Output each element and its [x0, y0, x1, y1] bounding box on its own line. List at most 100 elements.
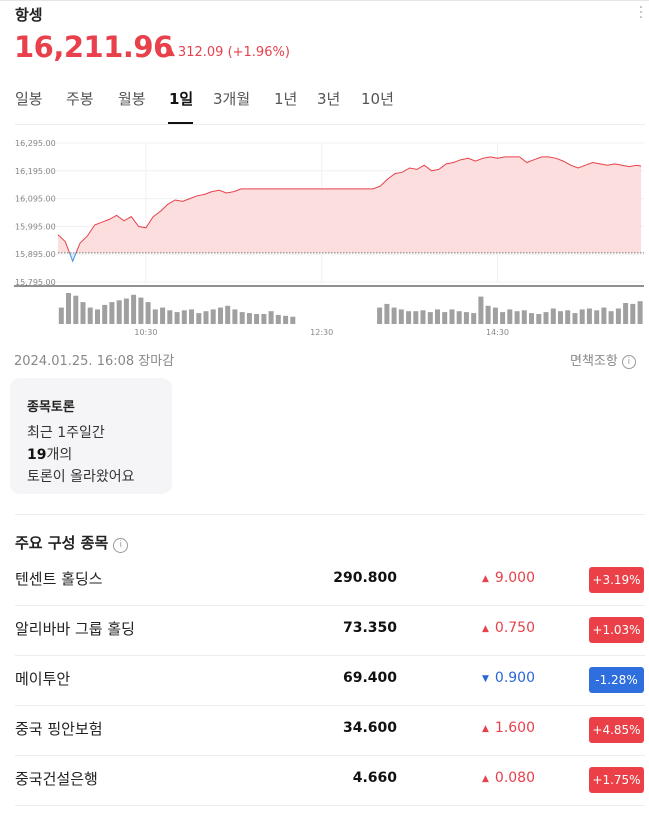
- tab-3years[interactable]: 3년: [317, 90, 341, 108]
- volume-bar: [377, 307, 383, 324]
- tab-3months[interactable]: 3개월: [213, 90, 251, 108]
- volume-bar: [442, 312, 448, 324]
- stock-change-badge: +1.03%: [589, 617, 644, 643]
- y-tick-label: 15,995.00: [15, 222, 56, 231]
- constituent-row[interactable]: 중국건설은행 4.660 ▲ 0.080 +1.75%: [15, 755, 645, 806]
- area-fill-down: [69, 252, 77, 262]
- constituent-row[interactable]: 메이투안 69.400 ▼ 0.900 -1.28%: [15, 655, 645, 706]
- stock-price: 73.350: [342, 620, 397, 636]
- volume-bar: [73, 295, 79, 324]
- disclaimer-label: 면책조항: [570, 354, 618, 369]
- constituents-header: 주요 구성 종목 i: [15, 532, 129, 553]
- volume-bar: [160, 307, 166, 324]
- volume-bar: [391, 307, 397, 324]
- tab-1day[interactable]: 1일: [169, 90, 194, 108]
- volume-bar: [514, 311, 520, 324]
- constituent-row[interactable]: 알리바바 그룹 홀딩 73.350 ▲ 0.750 +1.03%: [15, 605, 645, 656]
- period-tabs: 일봉 주봉 월봉 1일 3개월 1년 3년 10년: [0, 86, 649, 124]
- info-icon[interactable]: i: [113, 538, 129, 553]
- volume-bar: [145, 302, 151, 324]
- tab-weekly[interactable]: 주봉: [66, 90, 94, 108]
- constituent-row[interactable]: 중국 핑안보험 34.600 ▲ 1.600 +4.85%: [15, 705, 645, 756]
- volume-bar: [536, 314, 542, 324]
- change-percent: (+1.96%): [227, 45, 290, 60]
- volume-bar: [579, 309, 585, 324]
- volume-bar: [290, 316, 296, 324]
- discussion-line2: 19개의: [27, 444, 135, 466]
- more-menu-icon[interactable]: · · ·: [638, 0, 644, 26]
- stock-change: ▲ 1.600: [482, 720, 535, 736]
- volume-bar: [283, 315, 289, 324]
- volume-bar: [116, 300, 122, 324]
- volume-bar: [196, 313, 202, 324]
- stock-change: ▲ 9.000: [482, 570, 535, 586]
- stock-change-badge: -1.28%: [589, 667, 644, 693]
- stock-change: ▲ 0.080: [482, 770, 535, 786]
- discussion-card[interactable]: 종목토론 최근 1주일간 19개의 토론이 올라왔어요: [10, 378, 172, 494]
- up-triangle-icon: ▲: [481, 724, 489, 734]
- volume-bar: [406, 311, 412, 324]
- volume-bar: [427, 312, 433, 324]
- y-tick-label: 15,795.00: [15, 278, 56, 287]
- volume-bar: [608, 311, 614, 324]
- volume-bar: [246, 313, 252, 324]
- volume-bar: [189, 309, 194, 324]
- tab-1year[interactable]: 1년: [274, 90, 298, 108]
- volume-bar: [138, 297, 144, 324]
- volume-bar: [471, 313, 477, 324]
- volume-bar: [601, 307, 607, 324]
- stock-price: 69.400: [342, 670, 397, 686]
- x-tick-label: 10:30: [134, 328, 157, 337]
- volume-bar: [261, 314, 267, 324]
- y-tick-label: 16,095.00: [15, 195, 56, 204]
- volume-bar: [463, 312, 469, 324]
- volume-bar: [550, 308, 556, 324]
- discussion-line1: 최근 1주일간: [27, 425, 105, 441]
- volume-bar: [95, 309, 100, 324]
- disclaimer-link[interactable]: 면책조항 i: [570, 350, 636, 369]
- discussion-title: 종목토론: [27, 400, 75, 415]
- intraday-chart[interactable]: 16,295.00 16,195.00 16,095.00 15,995.00 15,8…: [0, 125, 649, 345]
- stock-name: 중국 핑안보험: [15, 720, 103, 738]
- volume-bar: [58, 307, 64, 324]
- stock-change-badge: +1.75%: [589, 767, 644, 793]
- y-tick-label: 16,195.00: [15, 167, 56, 176]
- tab-daily[interactable]: 일봉: [15, 90, 43, 108]
- discussion-count-suffix: 개의: [46, 447, 73, 463]
- tab-monthly[interactable]: 월봉: [118, 90, 146, 108]
- discussion-body: 최근 1주일간 19개의 토론이 올라왔어요: [27, 422, 135, 488]
- section-divider: [15, 514, 645, 515]
- volume-bar: [210, 309, 216, 324]
- volume-bar: [218, 307, 223, 324]
- info-icon: i: [621, 355, 636, 369]
- volume-bar: [637, 301, 643, 324]
- volume-bar: [66, 293, 71, 324]
- volume-bar: [254, 314, 260, 324]
- volume-bar: [87, 307, 93, 324]
- stock-change: ▼ 0.900: [482, 670, 535, 686]
- volume-bar: [102, 304, 108, 324]
- stock-name: 텐센트 홀딩스: [15, 570, 103, 588]
- volume-bar: [239, 312, 245, 324]
- constituent-row[interactable]: 텐센트 홀딩스 290.800 ▲ 9.000 +3.19%: [15, 555, 645, 606]
- volume-bar: [478, 296, 484, 324]
- volume-bar: [507, 309, 513, 324]
- x-tick-label: 12:30: [310, 328, 333, 337]
- volume-bar: [109, 302, 115, 324]
- volume-bar: [167, 310, 173, 324]
- volume-bar: [398, 309, 404, 324]
- volume-bar: [615, 308, 621, 324]
- up-triangle-icon: ▲: [481, 574, 489, 584]
- tab-10years[interactable]: 10년: [361, 90, 394, 108]
- volume-bar: [384, 303, 390, 324]
- volume-bar: [586, 308, 592, 324]
- stock-change-badge: +4.85%: [589, 717, 644, 743]
- change-value: 312.09: [177, 45, 224, 60]
- volume-bar: [203, 311, 209, 324]
- discussion-line3: 토론이 올라왔어요: [27, 469, 135, 485]
- stock-price: 34.600: [342, 720, 397, 736]
- volume-bar: [449, 309, 455, 324]
- volume-bar: [413, 311, 419, 324]
- volume-bar: [131, 294, 137, 324]
- up-triangle-icon: ▲: [481, 624, 489, 634]
